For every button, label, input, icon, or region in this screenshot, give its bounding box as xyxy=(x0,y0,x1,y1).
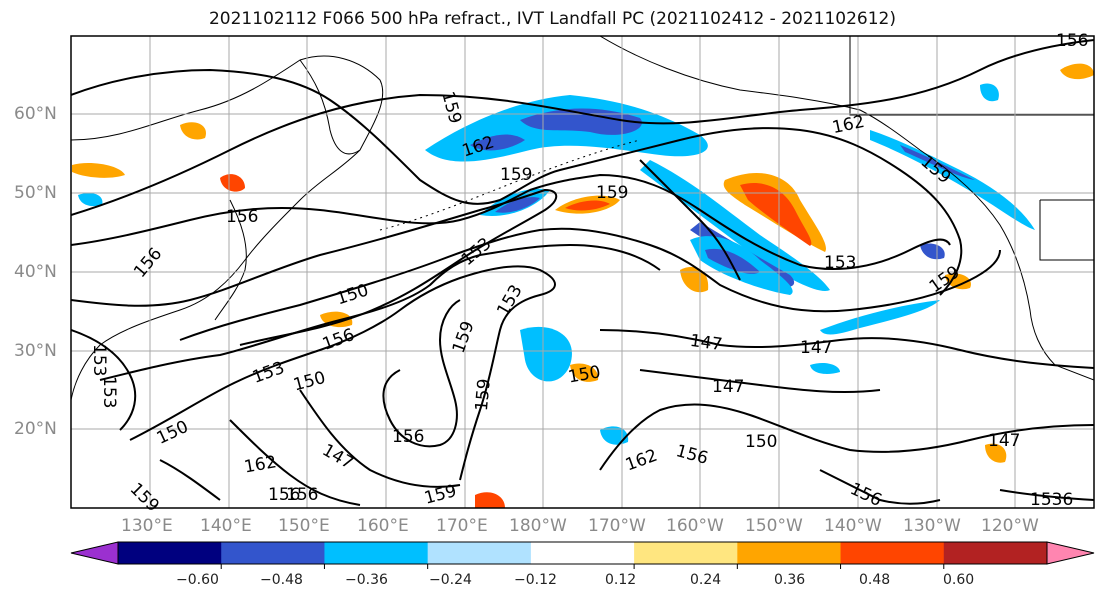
lon-label: 160°E xyxy=(357,516,409,536)
contour-label: 159 xyxy=(596,183,628,203)
lon-label: 170°E xyxy=(436,516,488,536)
colorbar-tick-label: −0.36 xyxy=(345,572,388,588)
contour-label: 153 xyxy=(99,376,119,408)
lat-label: 40°N xyxy=(14,262,57,282)
lon-label: 140°W xyxy=(824,516,882,536)
contour-label: 156 xyxy=(286,485,318,505)
contour-label: 153 xyxy=(89,344,109,376)
contour-label: 147 xyxy=(800,338,832,358)
colorbar-tick-label: 0.24 xyxy=(690,572,722,588)
coastline-north-america xyxy=(919,149,1094,381)
colorbar-segment xyxy=(840,542,945,564)
border-canada xyxy=(849,36,1094,116)
coastline-alaska xyxy=(599,36,921,151)
contour-label: 153 xyxy=(824,253,856,273)
contour-label: 147 xyxy=(988,431,1020,451)
contour-label: 156 xyxy=(392,427,424,447)
colorbar-tick-label: 0.48 xyxy=(859,572,891,588)
colorbar-extend-high xyxy=(1046,541,1095,565)
lon-label: 120°W xyxy=(981,516,1039,536)
lon-label: 150°E xyxy=(278,516,330,536)
lon-label: 130°E xyxy=(121,516,173,536)
lon-label: 160°W xyxy=(666,516,724,536)
colorbar-segment xyxy=(943,542,1048,564)
colorbar-segment xyxy=(427,542,532,564)
lat-label: 20°N xyxy=(14,419,57,439)
colorbar-extend-low xyxy=(70,541,119,565)
contour-label: 159 xyxy=(472,378,495,412)
refractivity-contours xyxy=(71,39,1094,506)
colorbar-tick-label: −0.60 xyxy=(176,572,219,588)
contour-label: 159 xyxy=(500,165,532,185)
negative-band-subtropical xyxy=(820,300,940,335)
contour-label: 156 xyxy=(1056,31,1088,51)
colorbar-segment xyxy=(530,542,635,564)
contour-label: 147 xyxy=(712,377,744,397)
colorbar-tick-label: 0.60 xyxy=(943,572,975,588)
coastline-kamchatka xyxy=(299,59,361,155)
colorbar-tick-label: 0.36 xyxy=(774,572,806,588)
border-province xyxy=(1039,199,1094,261)
lon-label: 140°E xyxy=(200,516,252,536)
map-frame xyxy=(70,35,1095,509)
lat-label: 60°N xyxy=(14,104,57,124)
colorbar-tick-label: −0.24 xyxy=(429,572,472,588)
lon-label: 170°W xyxy=(588,516,646,536)
lon-label: 130°W xyxy=(903,516,961,536)
colorbar-segment xyxy=(221,542,325,564)
map-title: 2021102112 F066 500 hPa refract., IVT La… xyxy=(208,9,896,29)
colorbar-segment xyxy=(737,542,842,564)
lat-label: 50°N xyxy=(14,183,57,203)
colorbar-segment xyxy=(634,542,738,564)
colorbar xyxy=(70,541,1095,569)
colorbar-tick-label: 0.12 xyxy=(605,572,637,588)
contour-label: 156 xyxy=(226,207,258,227)
lat-label: 30°N xyxy=(14,341,57,361)
colorbar-tick-label: −0.48 xyxy=(260,572,303,588)
colorbar-segment xyxy=(324,542,429,564)
contour-label: 150 xyxy=(745,432,777,452)
contour-label: 1536 xyxy=(1030,490,1073,510)
lon-label: 180°W xyxy=(509,516,567,536)
colorbar-tick-label: −0.12 xyxy=(514,572,557,588)
contour-label: 156 xyxy=(268,485,300,505)
coastline-aleutians xyxy=(379,139,641,231)
coastline-japan xyxy=(214,199,247,321)
lon-label: 150°W xyxy=(745,516,803,536)
contour-label: 147 xyxy=(689,331,724,355)
colorbar-segment xyxy=(118,542,222,564)
